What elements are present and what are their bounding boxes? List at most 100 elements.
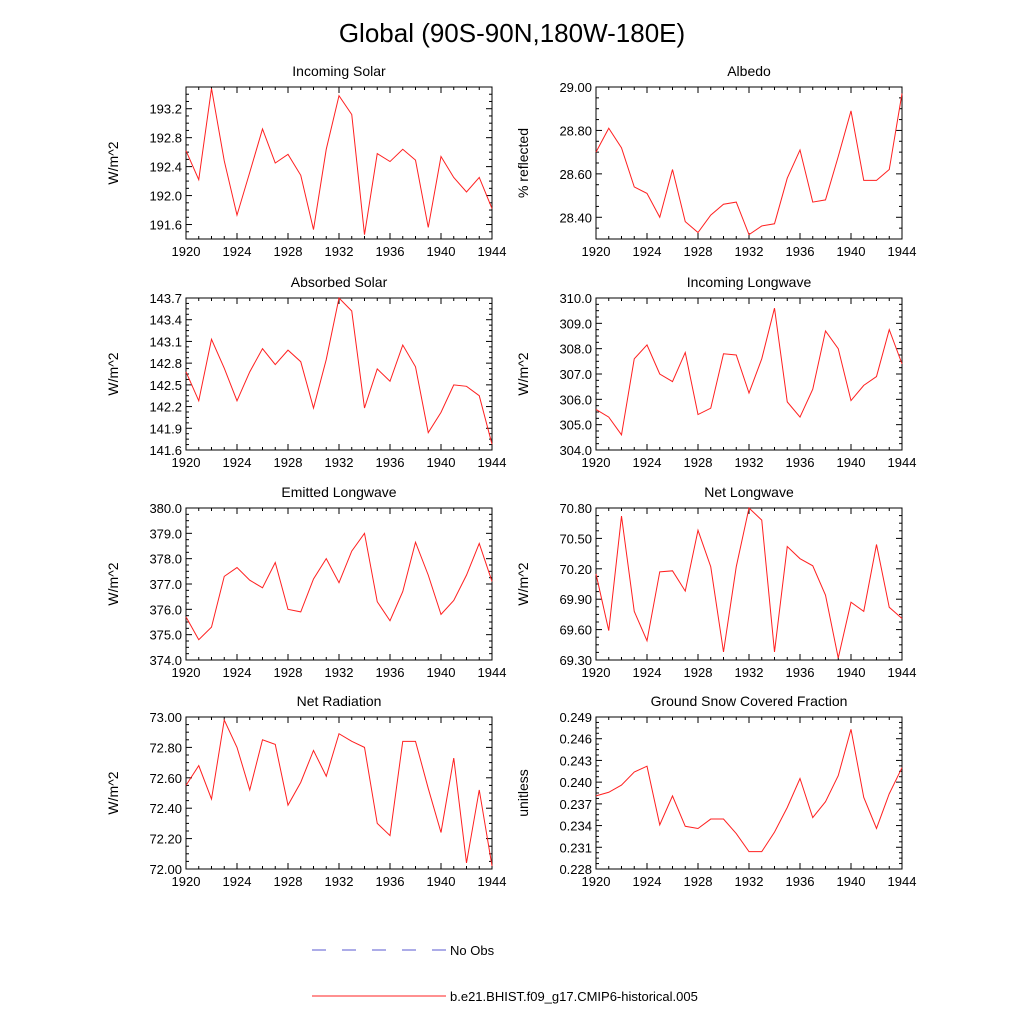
plot-frame [185, 86, 493, 240]
y-tick-label: 72.20 [149, 832, 182, 847]
y-axis-label: % reflected [515, 128, 531, 198]
y-tick-label: 142.5 [149, 378, 182, 393]
x-tick-label: 1944 [888, 244, 917, 259]
y-tick-label: 310.0 [559, 291, 592, 306]
y-tick-label: 0.249 [559, 710, 592, 725]
x-tick-label: 1940 [837, 665, 866, 680]
y-tick-label: 143.4 [149, 313, 182, 328]
legend-model-label: b.e21.BHIST.f09_g17.CMIP6-historical.005 [450, 989, 698, 1004]
y-tick-label: 29.00 [559, 80, 592, 95]
y-tick-label: 143.7 [149, 291, 182, 306]
y-tick-label: 0.237 [559, 797, 592, 812]
x-tick-label: 1924 [633, 874, 662, 889]
x-tick-label: 1924 [633, 244, 662, 259]
x-tick-label: 1928 [684, 874, 713, 889]
y-tick-label: 192.4 [149, 160, 182, 175]
x-tick-label: 1928 [684, 665, 713, 680]
y-tick-label: 191.6 [149, 218, 182, 233]
x-tick-label: 1936 [376, 874, 405, 889]
y-tick-label: 377.0 [149, 577, 182, 592]
y-tick-label: 28.60 [559, 167, 592, 182]
y-tick-label: 305.0 [559, 418, 592, 433]
y-tick-label: 143.1 [149, 334, 182, 349]
plot-frame [185, 716, 493, 870]
y-axis-label: W/m^2 [515, 562, 531, 605]
panel-ground-snow-covered-fraction: Ground Snow Covered Fraction unitless 1920… [515, 693, 916, 889]
y-tick-label: 72.40 [149, 801, 182, 816]
y-tick-label: 72.80 [149, 740, 182, 755]
x-tick-label: 1920 [172, 874, 201, 889]
y-tick-label: 0.234 [559, 819, 592, 834]
y-tick-label: 70.20 [559, 562, 592, 577]
y-tick-label: 192.8 [149, 131, 182, 146]
x-tick-label: 1932 [325, 244, 354, 259]
y-axis-label: W/m^2 [105, 352, 121, 395]
y-tick-label: 309.0 [559, 316, 592, 331]
plot-frame [185, 297, 493, 451]
y-tick-label: 69.30 [559, 653, 592, 668]
y-tick-label: 28.80 [559, 123, 592, 138]
x-tick-label: 1936 [786, 874, 815, 889]
x-tick-label: 1920 [582, 455, 611, 470]
x-tick-label: 1920 [172, 665, 201, 680]
x-tick-label: 1936 [376, 455, 405, 470]
y-axis-label: unitless [515, 769, 531, 816]
x-tick-label: 1944 [478, 665, 507, 680]
x-tick-label: 1944 [888, 874, 917, 889]
x-tick-label: 1928 [274, 665, 303, 680]
y-tick-label: 141.9 [149, 421, 182, 436]
panel-title: Albedo [727, 63, 771, 79]
y-axis-label: W/m^2 [105, 562, 121, 605]
plot-frame [185, 507, 493, 661]
x-tick-label: 1920 [172, 455, 201, 470]
plot-frame [595, 507, 903, 661]
plot-frame [595, 716, 903, 870]
x-tick-label: 1936 [376, 244, 405, 259]
x-tick-label: 1924 [223, 455, 252, 470]
x-tick-label: 1932 [735, 244, 764, 259]
x-tick-label: 1932 [325, 874, 354, 889]
x-tick-label: 1944 [888, 455, 917, 470]
y-tick-label: 308.0 [559, 342, 592, 357]
x-tick-label: 1932 [735, 455, 764, 470]
y-tick-label: 0.240 [559, 775, 592, 790]
y-tick-label: 192.0 [149, 189, 182, 204]
y-tick-label: 380.0 [149, 501, 182, 516]
y-tick-label: 376.0 [149, 602, 182, 617]
y-tick-label: 304.0 [559, 443, 592, 458]
plot-frame [595, 86, 903, 240]
x-tick-label: 1940 [837, 244, 866, 259]
x-tick-label: 1932 [325, 455, 354, 470]
x-tick-label: 1920 [582, 244, 611, 259]
x-tick-label: 1928 [274, 244, 303, 259]
y-tick-label: 70.80 [559, 501, 592, 516]
y-tick-label: 142.8 [149, 356, 182, 371]
y-tick-label: 70.50 [559, 531, 592, 546]
x-tick-label: 1928 [684, 244, 713, 259]
series-line-model [595, 308, 903, 437]
y-tick-label: 306.0 [559, 392, 592, 407]
y-axis-label: W/m^2 [105, 771, 121, 814]
series-line-model [595, 729, 903, 853]
y-tick-label: 28.40 [559, 210, 592, 225]
plot-frame [595, 297, 903, 451]
panel-title: Incoming Longwave [687, 274, 812, 290]
y-tick-label: 378.0 [149, 552, 182, 567]
y-tick-label: 0.228 [559, 862, 592, 877]
x-tick-label: 1940 [427, 874, 456, 889]
panel-albedo: Albedo % reflected 1920 1924 1928 1932 1936 194… [515, 63, 916, 259]
x-tick-label: 1936 [786, 455, 815, 470]
x-tick-label: 1924 [223, 665, 252, 680]
series-line-model [185, 296, 493, 445]
panel-incoming-solar: Incoming Solar W/m^2 1920 1924 1928 1932 1936 1… [105, 63, 506, 259]
x-tick-label: 1940 [837, 874, 866, 889]
y-axis-label: W/m^2 [515, 352, 531, 395]
panel-net-longwave: Net Longwave W/m^2 1920 1924 1928 1932 1936 194… [515, 484, 916, 680]
x-tick-label: 1944 [478, 455, 507, 470]
y-tick-label: 72.00 [149, 862, 182, 877]
y-tick-label: 0.231 [559, 840, 592, 855]
y-tick-label: 307.0 [559, 367, 592, 382]
panel-title: Ground Snow Covered Fraction [651, 693, 848, 709]
